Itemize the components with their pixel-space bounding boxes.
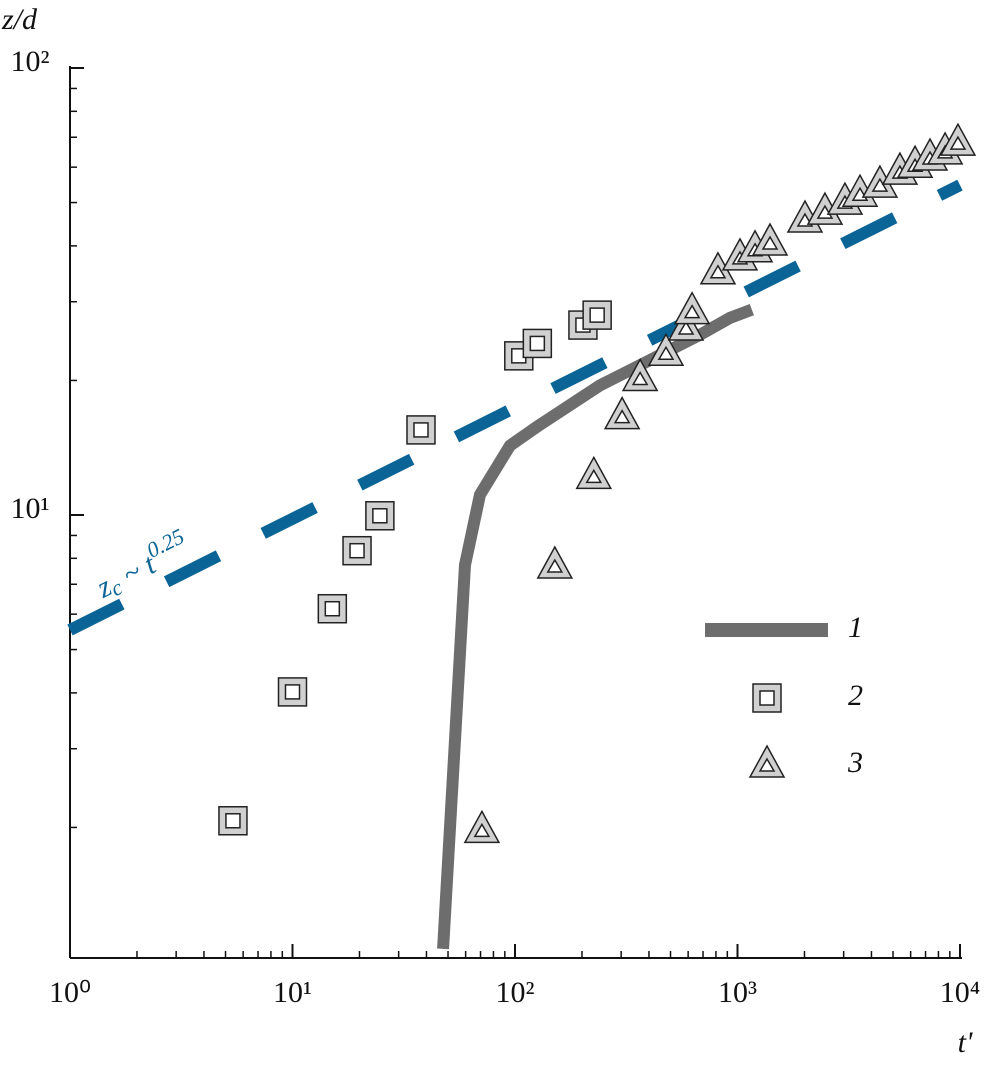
marker-inner [709,264,727,279]
series-line [437,304,754,950]
legend-marker [748,744,786,778]
x-tick-label: 10³ [718,976,757,1009]
marker-inner [225,813,241,829]
data-point [218,806,248,836]
marker-inner [761,235,779,250]
marker-inner [677,320,695,335]
legend-marker [752,683,782,713]
data-point [621,357,659,392]
marker-inner [372,508,388,524]
data-point [522,328,553,359]
marker-inner [613,409,631,424]
marker-inner [759,690,775,706]
fit-line [67,179,963,636]
legend-label: 3 [847,746,863,779]
marker-inner [413,422,429,438]
data-point [365,501,395,531]
marker-inner [349,542,365,559]
data-point [861,164,899,198]
data-point [647,332,685,367]
data-point [603,396,641,430]
marker-inner [657,345,675,361]
data-point [277,677,308,707]
data-point [582,300,612,330]
marker-inner [949,135,967,150]
data-point [751,222,789,256]
marker-inner [631,371,649,386]
data-point [406,415,436,445]
marker-inner [758,757,776,772]
legend-label: 2 [848,679,863,712]
x-axis-label: t' [958,1026,973,1059]
y-axis-label: z/d [1,3,38,36]
y-tick-label: 10¹ [11,492,50,525]
x-tick-label: 10¹ [273,976,312,1009]
data-point [575,455,613,490]
marker-inner [871,177,889,192]
x-tick-label: 10² [496,976,535,1009]
marker-inner [324,600,341,617]
data-point [667,307,705,341]
marker-inner [683,304,701,319]
data-point [939,122,977,156]
annotation: zc ~ t0.25 [87,523,196,606]
data-point [673,291,711,325]
marker-inner [473,822,491,838]
marker-inner [589,307,605,323]
marker-outer [365,501,395,531]
marker-outer [752,683,782,713]
data-point [342,535,372,566]
marker-inner [284,684,301,700]
marker-inner [585,468,603,484]
x-tick-label: 10⁰ [49,976,91,1009]
x-tick-label: 10⁴ [940,976,980,1009]
marker-inner [529,335,546,352]
data-point [463,809,501,844]
marker-inner [546,558,564,573]
y-tick-label: 10² [11,45,50,78]
annotation-text: zc ~ t0.25 [87,523,196,606]
data-point [536,545,574,579]
data-point [317,593,348,624]
legend-label: 1 [848,611,863,644]
